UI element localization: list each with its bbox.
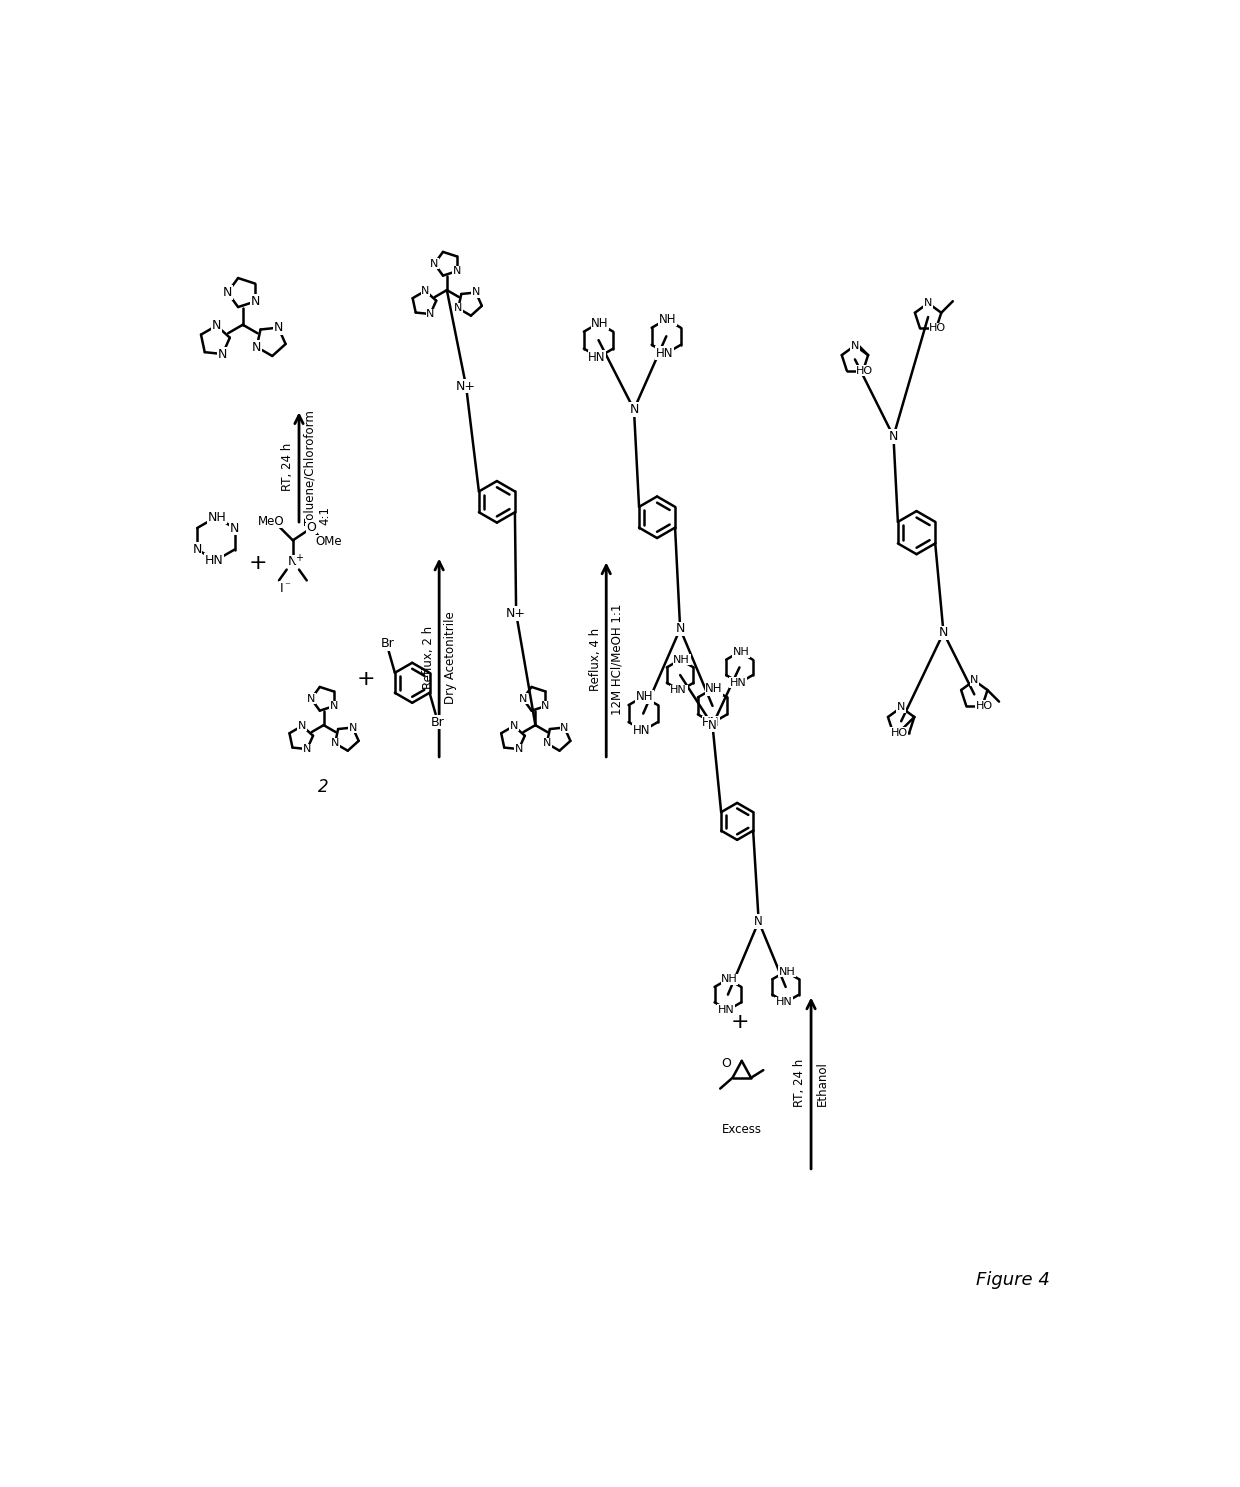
Text: N: N (708, 718, 717, 732)
Text: N: N (515, 744, 523, 754)
Text: HN: HN (632, 724, 651, 738)
Text: NH: NH (660, 312, 677, 326)
Text: RT, 24 h: RT, 24 h (794, 1059, 806, 1108)
Text: N: N (889, 430, 898, 443)
Text: 2: 2 (319, 778, 329, 796)
Text: HO: HO (856, 366, 873, 376)
Text: N: N (212, 320, 221, 332)
Text: NH: NH (733, 647, 749, 657)
Text: N: N (676, 623, 684, 635)
Text: RT, 24 h: RT, 24 h (281, 443, 294, 491)
Text: Reflux, 4 h: Reflux, 4 h (589, 628, 601, 691)
Text: Dry Acetonitrile: Dry Acetonitrile (444, 611, 456, 705)
Text: N: N (427, 309, 434, 320)
Text: N: N (430, 259, 439, 269)
Text: NH: NH (722, 974, 738, 984)
Text: N: N (542, 702, 549, 711)
Text: N: N (218, 348, 227, 360)
Text: NH: NH (779, 967, 796, 977)
Text: N: N (510, 721, 518, 732)
Text: HN: HN (656, 346, 673, 360)
Text: NH: NH (208, 510, 227, 523)
Text: N: N (897, 702, 905, 712)
Text: N: N (223, 286, 232, 299)
Text: N: N (308, 694, 315, 703)
Text: N: N (851, 341, 859, 351)
Text: N: N (348, 723, 357, 733)
Text: OMe: OMe (315, 535, 341, 549)
Text: O: O (722, 1057, 732, 1071)
Text: N+: N+ (456, 379, 476, 393)
Text: N: N (560, 723, 569, 733)
Text: NH: NH (636, 690, 653, 703)
Text: N: N (274, 321, 283, 335)
Text: N: N (330, 702, 339, 711)
Text: N: N (252, 341, 262, 354)
Text: N: N (629, 403, 639, 416)
Text: +: + (295, 553, 303, 564)
Text: Excess: Excess (722, 1123, 761, 1136)
Text: N: N (543, 739, 551, 748)
Text: N: N (471, 287, 480, 297)
Text: +: + (357, 669, 376, 688)
Text: HN: HN (729, 678, 746, 688)
Text: I: I (279, 581, 283, 595)
Text: N: N (754, 915, 763, 928)
Text: Br: Br (430, 715, 444, 729)
Text: Toluene/Chloroform
4:1: Toluene/Chloroform 4:1 (304, 410, 331, 525)
Text: N: N (331, 739, 340, 748)
Text: HN: HN (776, 998, 792, 1007)
Text: N: N (422, 286, 429, 296)
Text: +: + (730, 1011, 749, 1032)
Text: Reflux, 2 h: Reflux, 2 h (422, 626, 434, 690)
Text: HN: HN (671, 686, 687, 696)
Text: +: + (249, 553, 268, 574)
Text: MeO: MeO (258, 515, 285, 528)
Text: HO: HO (890, 727, 908, 738)
Text: N+: N+ (506, 607, 526, 620)
Text: N: N (229, 522, 239, 534)
Text: HO: HO (976, 700, 992, 711)
Text: Br: Br (381, 636, 394, 650)
Text: N: N (454, 303, 463, 314)
Text: HN: HN (205, 553, 223, 567)
Text: NH: NH (706, 683, 723, 696)
Text: HN: HN (588, 351, 606, 364)
Text: NH: NH (591, 317, 609, 330)
Text: HO: HO (929, 323, 946, 333)
Text: Figure 4: Figure 4 (976, 1270, 1050, 1289)
Text: Ethanol: Ethanol (816, 1060, 828, 1106)
Text: 12M HCl/MeOH 1:1: 12M HCl/MeOH 1:1 (611, 604, 624, 715)
Text: N: N (924, 299, 932, 308)
Text: N: N (298, 721, 306, 732)
Text: N: N (939, 626, 949, 639)
Text: N: N (303, 744, 311, 754)
Text: N: N (453, 266, 461, 277)
Text: N: N (192, 543, 202, 556)
Text: NH: NH (673, 654, 691, 665)
Text: ⁻: ⁻ (284, 581, 290, 592)
Text: O: O (306, 520, 316, 534)
Text: HN: HN (718, 1005, 735, 1016)
Text: N: N (518, 694, 527, 703)
Text: N: N (250, 294, 260, 308)
Text: N: N (970, 675, 978, 686)
Text: HN: HN (702, 717, 719, 729)
Text: N: N (288, 556, 298, 568)
